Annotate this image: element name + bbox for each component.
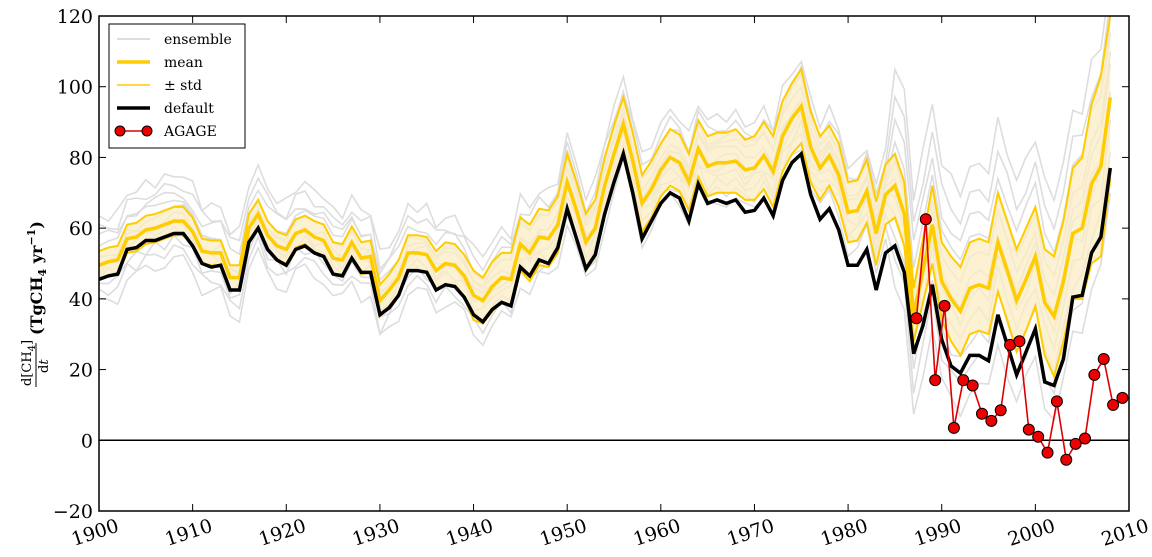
legend-entry-agage: AGAGE <box>114 124 217 140</box>
ensemble-member-line <box>99 16 1107 258</box>
agage-point <box>938 299 951 312</box>
agage-point <box>966 379 979 392</box>
agage-point <box>994 404 1007 417</box>
agage-point <box>1060 453 1073 466</box>
legend-label-std: ± std <box>164 78 202 94</box>
std-band <box>99 16 1111 377</box>
agage-point <box>1050 395 1063 408</box>
series-lines <box>99 16 1113 388</box>
legend-entry-ensemble: ensemble <box>117 32 232 48</box>
legend: ensemble mean ± std default AGAGE <box>108 23 246 149</box>
legend-entry-mean: mean <box>117 55 203 71</box>
agage-series <box>910 213 1129 466</box>
y-tick-label: 0 <box>81 430 93 452</box>
legend-label-agage: AGAGE <box>163 124 217 140</box>
x-tick-label: 1910 <box>162 515 215 551</box>
agage-point <box>1022 423 1035 436</box>
agage-point <box>1013 335 1026 348</box>
legend-label-default: default <box>164 101 214 117</box>
x-tick-label: 1980 <box>818 515 871 551</box>
plot-frame <box>98 15 1130 512</box>
agage-point <box>929 374 942 387</box>
y-tick-label: 80 <box>69 147 93 169</box>
default-line <box>99 147 1113 388</box>
y-tick-label: 100 <box>57 77 93 99</box>
agage-point <box>1107 398 1120 411</box>
legend-entry-std: ± std <box>117 78 202 94</box>
legend-marker-agage-left <box>114 125 126 137</box>
plus-std-line <box>99 16 1112 289</box>
y-tick-label: −20 <box>53 501 93 523</box>
y-tick-label: 20 <box>69 360 93 382</box>
agage-point <box>975 407 988 420</box>
agage-point <box>1041 446 1054 459</box>
x-tick-label: 1950 <box>537 515 590 551</box>
y-tick-label: 40 <box>69 289 93 311</box>
x-tick-label: 1990 <box>911 515 964 551</box>
x-tick-label: 2010 <box>1099 515 1152 551</box>
legend-label-mean: mean <box>164 55 203 71</box>
agage-point <box>957 374 970 387</box>
legend-label-ensemble: ensemble <box>164 32 232 48</box>
x-tick-label: 1930 <box>350 515 403 551</box>
y-tick-label: 120 <box>57 6 93 28</box>
agage-point <box>919 213 932 226</box>
ylabel-numerator: d[CH4] <box>20 340 38 386</box>
mean-line <box>99 97 1113 321</box>
x-tick-label: 1960 <box>631 515 684 551</box>
x-tick-label: 1940 <box>443 515 496 551</box>
agage-point <box>947 421 960 434</box>
legend-entry-default: default <box>117 101 214 117</box>
y-axis-label: d[CH4] dt (TgCH4 yr−1) <box>20 221 52 387</box>
y-axis: −20 0 20 40 60 80 100 120 <box>53 6 1129 523</box>
legend-box <box>108 23 246 149</box>
agage-point <box>1069 437 1082 450</box>
ylabel-denominator: dt <box>37 359 52 373</box>
legend-marker-agage-right <box>141 125 153 137</box>
x-tick-label: 1920 <box>256 515 309 551</box>
agage-point <box>910 312 923 325</box>
ensemble-member-line <box>99 148 1112 422</box>
agage-point <box>985 414 998 427</box>
agage-point <box>1088 368 1101 381</box>
ylabel-units: (TgCH4 yr−1) <box>25 221 49 335</box>
agage-point <box>1116 391 1129 404</box>
y-tick-label: 60 <box>69 218 93 240</box>
x-tick-label: 1970 <box>724 515 777 551</box>
agage-point <box>1097 352 1110 365</box>
agage-point <box>1078 432 1091 445</box>
agage-point <box>1032 430 1045 443</box>
std-band-fill <box>99 16 1111 377</box>
x-tick-label: 2000 <box>1005 515 1058 551</box>
